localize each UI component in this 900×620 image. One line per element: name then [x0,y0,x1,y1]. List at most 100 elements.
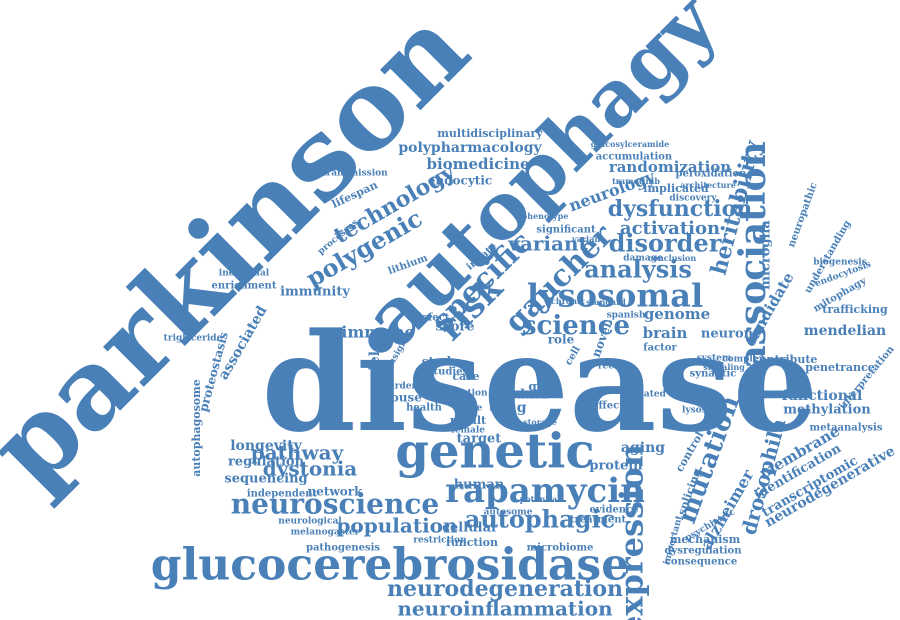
word-mouse: mouse [378,391,422,405]
word-mendelian: mendelian [804,323,886,339]
word-storage: storage [523,417,557,427]
word-transmission: transmission [322,169,388,179]
word-biomedicine: biomedicine [426,155,529,173]
word-association: association [732,141,774,368]
word-female: female [451,426,485,436]
word-effect: effect [592,401,624,412]
word-glucosylceramide: glucosylceramide [591,139,669,149]
word-consequence: consequence [665,557,737,568]
word-lysosomal: lysosomal [527,277,703,315]
word-aging: aging [621,440,665,456]
word-neuroinflammation: neuroinflammation [397,597,613,620]
word-individual: individual [219,269,270,279]
word-synaptic: synaptic [690,369,737,380]
word-protein: protein [589,459,643,474]
word-peroxidation: peroxidation [676,169,748,180]
word-neurodegeneration: neurodegeneration [387,576,623,602]
word-penetrance: penetrance [805,361,874,374]
word-dystonia: dystonia [263,457,358,481]
word-neurological: neurological [278,517,342,527]
word-cause: cause [454,404,483,414]
word-longevity: longevity [230,438,302,454]
word-pathway: pathway [251,441,345,465]
word-independent: independent [247,489,318,500]
word-rapamycin: rapamycin [445,471,645,511]
word-system: system [697,354,732,364]
word-randomization: randomization [609,158,731,176]
word-mechanism: mechanism [670,533,741,546]
word-related: related [630,390,667,400]
word-population: population [336,514,458,538]
word-science: science [522,311,630,341]
word-result: result [450,414,487,427]
word-multidisciplinary: multidisciplinary [437,127,543,140]
word-autophagic: autophagic [465,505,615,534]
word-function: function [446,536,498,549]
word-spanish: spanish [607,311,646,321]
word-endocytic: endocytic [428,174,492,188]
word-cellular: cellular [442,521,498,536]
word-chronic: chronic [551,296,585,306]
word-dysfunction: dysfunction [608,196,753,222]
word-expression: expression [613,444,651,620]
word-factor: factor [643,343,677,354]
word-brain: brain [643,324,688,342]
word-genome: genome [644,305,710,323]
word-potential: potential [520,494,561,504]
word-phenotype: phenotype [522,211,569,221]
word-methylation: methylation [783,403,871,418]
word-microglia: microglia [759,220,774,290]
word-enrichment: enrichment [212,281,277,292]
word-disease: disease [262,303,819,462]
word-variant: variant [507,232,588,256]
word-trafficking: trafficking [822,303,888,316]
word-polypharmacology: polypharmacology [398,140,542,156]
word-melanogaster: melanogaster [291,528,360,538]
word-conclusion: conclusion [648,253,697,263]
word-data: data [516,388,549,403]
word-lysosome: lysosome [682,406,728,416]
word-treatment: treatment [570,515,627,526]
word-signaling: signaling [703,362,745,372]
word-sequencing: sequencing [224,472,307,487]
word-contribute: contribute [753,353,818,366]
word-neuron: neuron [701,327,754,342]
word-pathogenesis: pathogenesis [306,543,380,554]
word-implicated: implicated [643,182,709,195]
word-human: human [454,478,505,493]
word-microbiome: microbiome [527,543,594,554]
word-trametinib: trametinib [612,176,660,186]
word-case: case [452,370,479,383]
word-damage: damage [623,254,663,264]
word-analysis: analysis [584,255,692,284]
word-studies: studies [428,367,469,378]
word-study: study [422,355,459,369]
word-genetic: genetic [395,424,594,480]
word-glucocerebrosidase: glucocerebrosidase [151,540,629,591]
word-dysregulation: dysregulation [665,546,743,557]
word-autophagosome: autophagosome [190,379,203,477]
word-variation: variation [441,389,488,399]
word-autosome: autosome [484,508,533,518]
word-variant-small: variant [571,234,604,244]
word-neuroscience: neuroscience [231,488,439,521]
word-accumulation: accumulation [596,152,673,163]
word-gwas: gwas [528,380,561,394]
word-burden: burden [382,382,419,392]
word-metaanalysis: metaanalysis [810,423,883,434]
word-health: health [406,403,443,414]
word-triglyceride: triglyceride [164,334,223,344]
word-standard: standard [586,297,626,307]
word-score: score [435,320,474,335]
word-recent: recent [598,362,631,372]
word-biogenesis: biogenesis [813,258,867,268]
word-activation: activation [620,218,720,239]
word-neuropathic: neuropathic [786,181,820,249]
word-discovery: discovery [669,194,717,204]
word-network: network [308,485,364,499]
word-immunity: immunity [280,285,350,300]
word-disorder: disorder [609,229,722,258]
word-drug: drug [489,400,526,416]
word-architecture: architecture [680,180,736,190]
